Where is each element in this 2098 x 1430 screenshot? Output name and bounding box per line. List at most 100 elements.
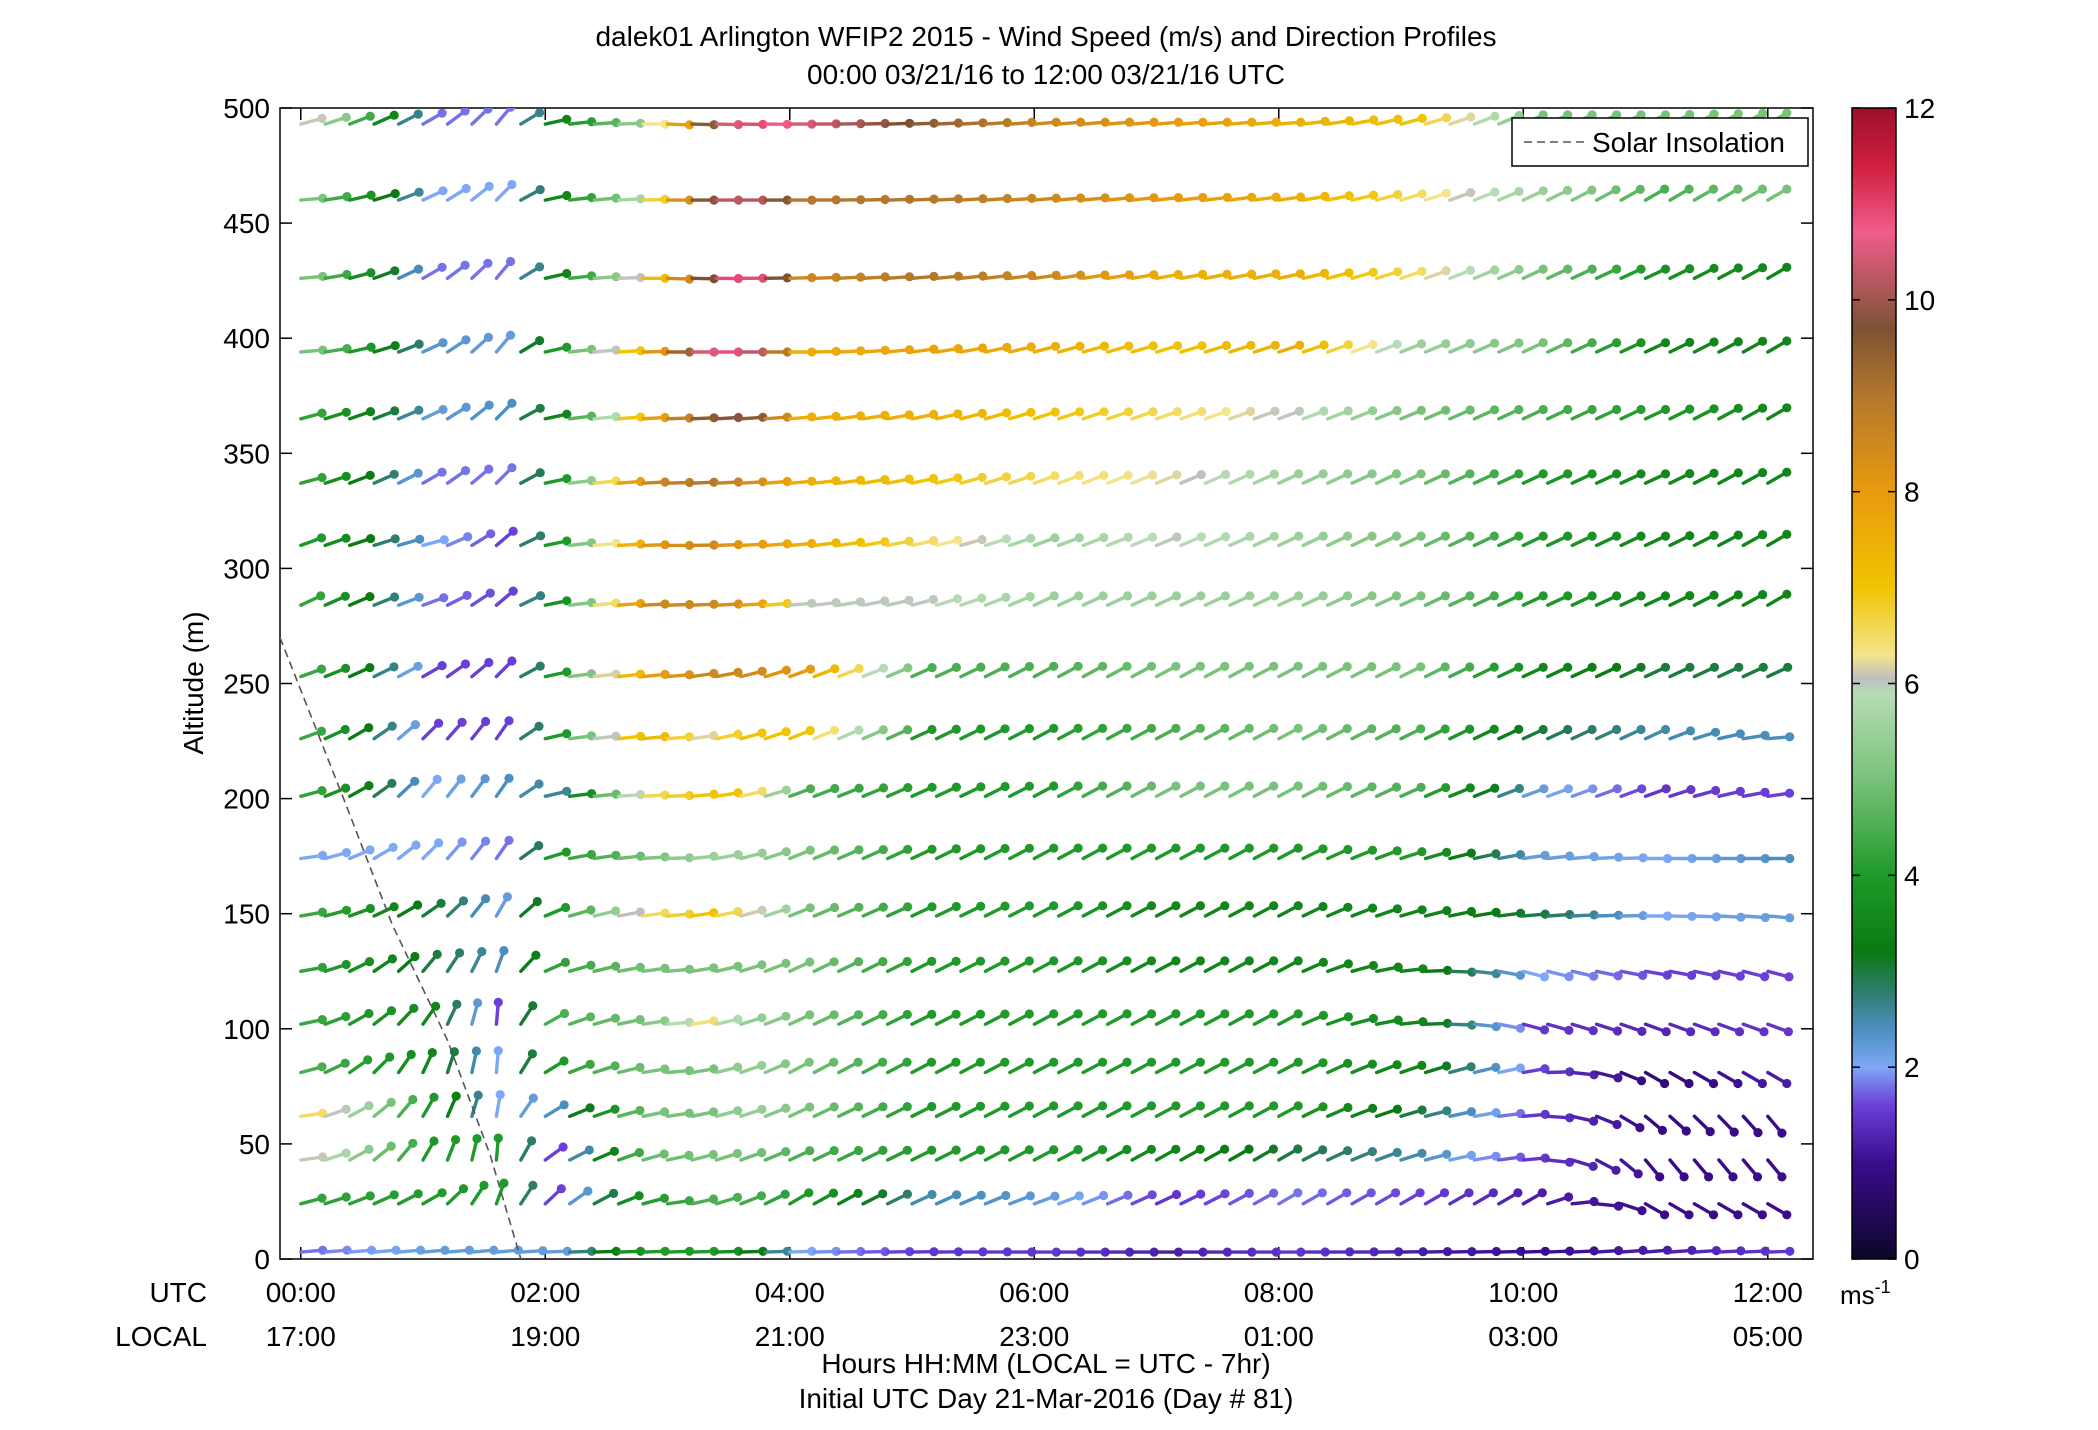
wind-barb-dot (1588, 591, 1597, 600)
wind-barb-dot (1196, 844, 1205, 853)
wind-barb-dot (1636, 532, 1645, 541)
wind-barb-dot (1344, 340, 1353, 349)
wind-barb-dot (1733, 1079, 1742, 1088)
wind-barb-dot (1147, 591, 1156, 600)
wind-barb-dot (390, 592, 399, 601)
wind-barb-dot (1759, 1027, 1768, 1036)
wind-barb-dot (1734, 468, 1743, 477)
colorbar-tick-label: 2 (1904, 1052, 1920, 1083)
wind-barb-dot (1173, 341, 1182, 350)
wind-barb-dot (976, 724, 985, 733)
y-tick-label: 250 (223, 669, 270, 700)
wind-barb-dot (1049, 901, 1058, 910)
wind-barb-dot (407, 1050, 416, 1059)
wind-barb-dot (1319, 469, 1328, 478)
wind-barb-dot (506, 331, 515, 340)
wind-barb-dot (1098, 844, 1107, 853)
wind-barb-dot (1760, 972, 1769, 981)
wind-barb-dot (1319, 958, 1328, 967)
wind-barb-dot (1706, 1127, 1715, 1136)
wind-barb-dot (414, 406, 423, 415)
wind-barb-dot (1611, 185, 1620, 194)
wind-barb-dot (1269, 1101, 1278, 1110)
wind-barb-dot (1539, 186, 1548, 195)
wind-barb-dot (366, 407, 375, 416)
wind-barb-dot (1392, 469, 1401, 478)
wind-barb-dot (855, 664, 864, 673)
wind-barb-dot (1564, 1192, 1573, 1201)
wind-barb-dot (976, 844, 985, 853)
wind-barb-dot (1539, 784, 1548, 793)
wind-barb-dot (494, 1134, 503, 1143)
wind-barb-dot (1025, 782, 1034, 791)
wind-barb-dot (1171, 956, 1180, 965)
wind-barb-dot (1220, 1101, 1229, 1110)
wind-barb-dot (1147, 844, 1156, 853)
legend-box: Solar Insolation (1512, 118, 1808, 166)
wind-barb-dot (504, 836, 513, 845)
legend-solar-insolation-label: Solar Insolation (1592, 127, 1785, 158)
wind-barb-dot (1465, 662, 1474, 671)
wind-barb-dot (806, 784, 815, 793)
wind-barb-dot (1196, 956, 1205, 965)
wind-barb-dot (1074, 1009, 1083, 1018)
wind-barb-dot (976, 1145, 985, 1154)
wind-barb-dot (1758, 1079, 1767, 1088)
wind-barb-dot (1785, 732, 1794, 741)
wind-barb-dot (1049, 662, 1058, 671)
wind-barb-dot (1709, 264, 1718, 273)
wind-barb-dot (1074, 724, 1083, 733)
wind-barb-dot (462, 403, 471, 412)
wind-barb-dot (952, 1146, 961, 1155)
wind-barb-dot (1049, 1101, 1058, 1110)
wind-barb-dot (1636, 469, 1645, 478)
wind-barb-dot (927, 902, 936, 911)
wind-barb-dot (389, 843, 398, 852)
wind-barb-dot (438, 338, 447, 347)
wind-barb-dot (1294, 844, 1303, 853)
wind-barb-dot (1417, 267, 1426, 276)
wind-barb-dot (976, 1102, 985, 1111)
wind-barb-dot (415, 188, 424, 197)
wind-barb-dot (1416, 724, 1425, 733)
wind-barb-dot (366, 534, 375, 543)
wind-barb-dot (1196, 1101, 1205, 1110)
wind-barb-dot (1514, 532, 1523, 541)
wind-barb-dot (477, 947, 486, 956)
wind-barb-dot (388, 954, 397, 963)
wind-barb-dot (1025, 901, 1034, 910)
wind-barb-dot (1074, 901, 1083, 910)
wind-barb-dot (782, 904, 791, 913)
wind-barb-dot (1124, 407, 1133, 416)
wind-barb-dot (879, 664, 888, 673)
wind-barb-dot (1220, 1009, 1229, 1018)
wind-barb-dot (1563, 469, 1572, 478)
wind-barb-dot (341, 725, 350, 734)
wind-barb-dot (366, 904, 375, 913)
wind-barb-dot (928, 663, 937, 672)
wind-barb-dot (1294, 1101, 1303, 1110)
wind-barb-dot (1245, 1058, 1254, 1067)
wind-barb-dot (1026, 1191, 1035, 1200)
wind-barb-dot (879, 903, 888, 912)
wind-barb-dot (1441, 724, 1450, 733)
wind-barb-dot (391, 534, 400, 543)
wind-barb-dot (781, 1012, 790, 1021)
wind-barb-dot (1245, 1101, 1254, 1110)
wind-barb-dot (782, 847, 791, 856)
wind-barb-dot (1662, 784, 1671, 793)
plot-area (280, 108, 1813, 1259)
wind-barb-dot (1269, 1189, 1278, 1198)
wind-barb-dot (1418, 905, 1427, 914)
wind-barb-dot (952, 725, 961, 734)
wind-barb-dot (1245, 532, 1254, 541)
wind-barb-dot (733, 1193, 742, 1202)
wind-barb-dot (317, 473, 326, 482)
wind-barb-dot (709, 1150, 718, 1159)
wind-barb-dot (528, 1181, 537, 1190)
wind-barb-dot (1612, 532, 1621, 541)
x-axis-label-line2: Initial UTC Day 21-Mar-2016 (Day # 81) (799, 1383, 1294, 1414)
wind-barb-dot (1294, 1058, 1303, 1067)
wind-barb-dot (1343, 724, 1352, 733)
wind-barb-dot (1075, 471, 1084, 480)
